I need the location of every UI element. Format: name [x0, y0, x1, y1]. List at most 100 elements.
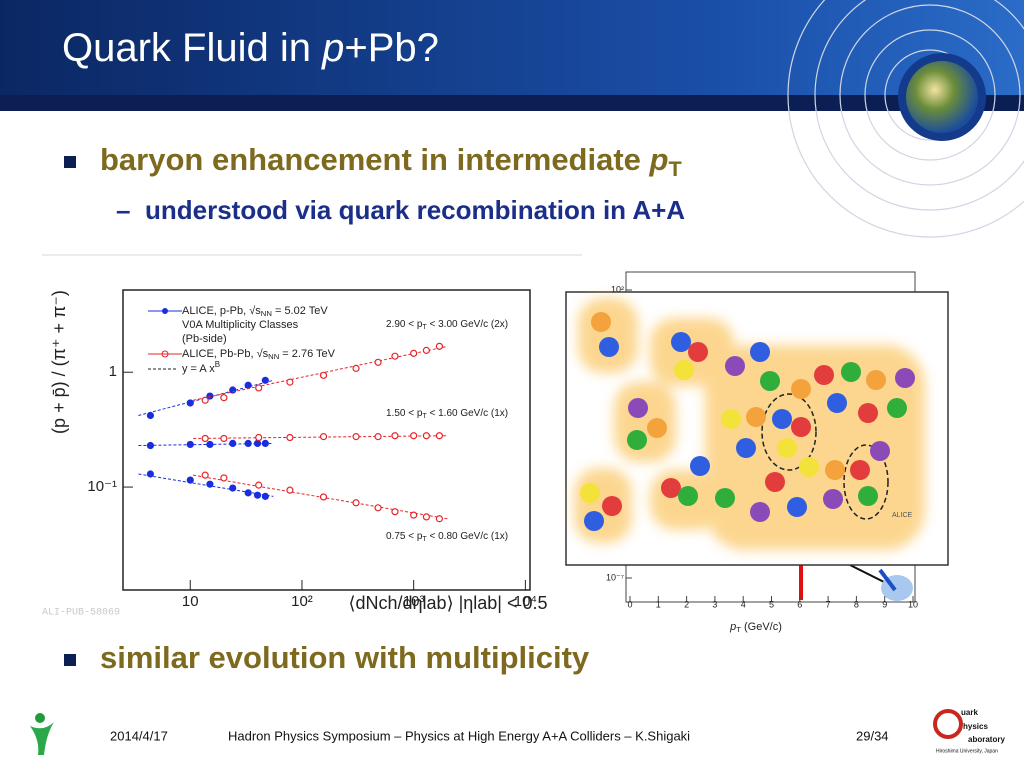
- x-tick-label: 10: [182, 593, 199, 610]
- data-point: [229, 439, 237, 448]
- legend-entry: y = A xB: [182, 360, 220, 375]
- quark: [850, 460, 870, 480]
- quark: [765, 472, 785, 492]
- data-point: [352, 433, 360, 441]
- quark: [647, 418, 667, 438]
- badge: ALICE: [892, 512, 913, 519]
- data-point: [374, 504, 382, 512]
- y-tick-label: 10⁻¹: [87, 478, 117, 495]
- x-axis-label: pT (GeV/c): [729, 621, 782, 634]
- x-tick-label: 2: [684, 599, 689, 609]
- legend-entry: ALICE, Pb-Pb, √sNN = 2.76 TeV: [182, 348, 336, 361]
- data-point: [253, 491, 262, 499]
- quark: [715, 488, 735, 508]
- annotation: 0.75 < pT < 0.80 GeV/c (1x): [386, 531, 508, 543]
- data-point: [352, 499, 360, 507]
- legend-entry: V0A Multiplicity Classes: [182, 319, 299, 331]
- rings: [787, 0, 1024, 238]
- data-point: [422, 432, 430, 440]
- sub-bullet-text: understood via quark recombination in A+…: [145, 195, 685, 225]
- quark: [895, 368, 915, 388]
- annotation: 1.50 < pT < 1.60 GeV/c (1x): [386, 408, 508, 420]
- logo-head: [35, 713, 45, 723]
- data-point: [220, 434, 228, 443]
- quark: [750, 502, 770, 522]
- legend-entry: ALICE, p-Pb, √sNN = 5.02 TeV: [182, 305, 328, 318]
- x-tick-label: 4: [741, 599, 746, 609]
- quark: [678, 486, 698, 506]
- quark: [777, 438, 797, 458]
- quark: [772, 409, 792, 429]
- quark: [858, 403, 878, 423]
- right-figure: ALICE pT (GeV/c) 0 1 2 3 4 5 6 7 8 9 10 10² 10⁻⁷: [565, 271, 949, 634]
- quarks: [580, 312, 915, 531]
- quark: [887, 398, 907, 418]
- x-axis-label: ⟨dNch/dηlab⟩ |ηlab| < 0.5: [348, 593, 547, 613]
- x-tick-label: 10³: [403, 593, 425, 610]
- footer: 2014/4/17 Hadron Physics Symposium – Phy…: [30, 708, 1005, 755]
- quark: [814, 365, 834, 385]
- bullet-text: baryon enhancement in intermediate pT: [100, 142, 682, 181]
- data-point: [146, 441, 155, 450]
- x-tick-label: 0: [627, 599, 632, 609]
- dash: –: [116, 195, 130, 225]
- quark: [628, 398, 648, 418]
- quark: [661, 478, 681, 498]
- data-point: [244, 381, 252, 389]
- footer-page: 29/34: [856, 728, 889, 743]
- quark: [591, 312, 611, 332]
- quark: [602, 496, 622, 516]
- plot-frame: [122, 289, 531, 591]
- slide-title: Quark Fluid in p+Pb?: [62, 26, 439, 70]
- annotation: 2.90 < pT < 3.00 GeV/c (2x): [386, 319, 508, 331]
- quark: [823, 489, 843, 509]
- quark: [760, 371, 780, 391]
- data-point: [422, 513, 430, 521]
- recombination-ring: [843, 444, 889, 520]
- data-point: [410, 432, 418, 440]
- data-point: [255, 384, 263, 392]
- data-point: [435, 432, 444, 440]
- logo-text: uark: [961, 708, 978, 717]
- quark: [799, 457, 819, 477]
- data-point: [391, 352, 399, 360]
- quark: [787, 497, 807, 517]
- data-point: [201, 396, 209, 404]
- data-point: [244, 439, 252, 448]
- legend-entry: (Pb-side): [182, 333, 227, 345]
- y-tick-label: 10²: [611, 284, 624, 294]
- quark: [827, 393, 847, 413]
- data-point: [391, 508, 399, 516]
- quark: [750, 342, 770, 362]
- quark: [825, 460, 845, 480]
- quark: [599, 337, 619, 357]
- data-point: [146, 470, 155, 478]
- quark: [690, 456, 710, 476]
- data-point: [261, 492, 269, 500]
- globe: [906, 61, 978, 133]
- data-point: [206, 440, 214, 449]
- quark: [725, 356, 745, 376]
- x-tick-label: 5: [769, 599, 774, 609]
- data-point: [253, 439, 262, 448]
- bullet-text: similar evolution with multiplicity: [100, 640, 590, 675]
- fit-line: [193, 345, 448, 401]
- recombination-ring: [761, 393, 817, 471]
- quark: [866, 370, 886, 390]
- data-point: [201, 434, 209, 443]
- data-point: [391, 432, 399, 440]
- y-tick-label: 1: [109, 363, 117, 380]
- data-point: [319, 433, 328, 441]
- data-point: [319, 493, 328, 501]
- bullet-square: [64, 654, 76, 666]
- data-point: [186, 476, 194, 484]
- quark: [841, 362, 861, 382]
- x-tick-label: 6: [797, 599, 802, 609]
- logo-body: [30, 722, 54, 755]
- data-point: [255, 481, 263, 489]
- footer-event: Hadron Physics Symposium – Physics at Hi…: [228, 728, 690, 743]
- quark: [721, 409, 741, 429]
- data-point: [435, 515, 444, 523]
- quark: [627, 430, 647, 450]
